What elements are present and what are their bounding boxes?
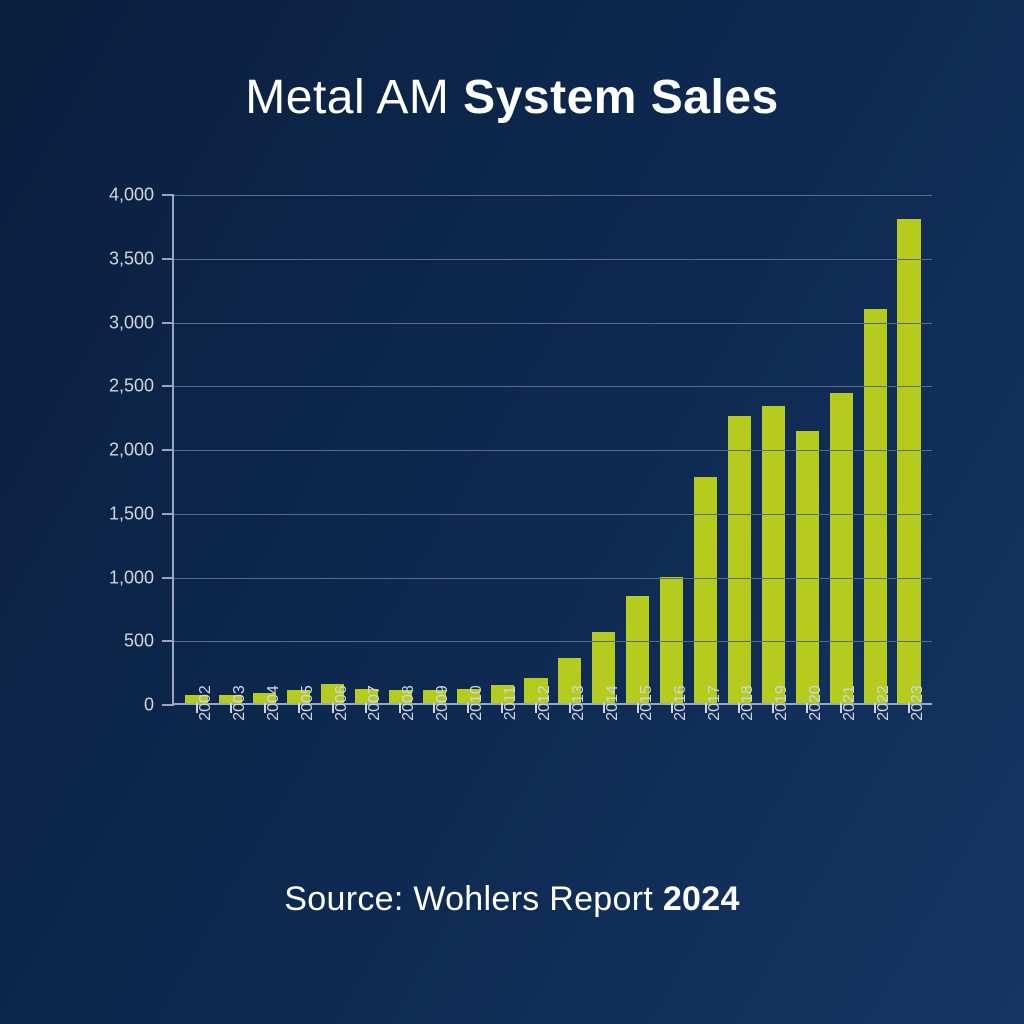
bar (864, 309, 887, 703)
x-axis-label: 2020 (807, 685, 825, 721)
bar-slot: 2009 (417, 195, 451, 703)
y-axis-label: 4,000 (72, 185, 154, 206)
x-axis-label: 2005 (299, 685, 317, 721)
y-tick (162, 513, 174, 515)
x-axis-label: 2018 (739, 685, 757, 721)
bar-slot: 2002 (180, 195, 214, 703)
x-axis-label: 2017 (706, 685, 724, 721)
bars-container: 2002200320042005200620072008200920102011… (174, 195, 932, 703)
bar-slot: 2006 (316, 195, 350, 703)
bar (897, 219, 920, 704)
x-axis-label: 2009 (434, 685, 452, 721)
gridline (174, 323, 932, 324)
bar (796, 431, 819, 703)
source-line: Source: Wohlers Report 2024 (284, 880, 739, 919)
x-axis-label: 2022 (875, 685, 893, 721)
source-light: Source: Wohlers Report (284, 880, 663, 918)
chart-title: Metal AM System Sales (245, 70, 778, 125)
bar-slot: 2013 (553, 195, 587, 703)
y-axis-label: 2,000 (72, 440, 154, 461)
bar-slot: 2018 (723, 195, 757, 703)
x-axis-label: 2007 (366, 685, 384, 721)
bar-slot: 2023 (892, 195, 926, 703)
x-axis-label: 2023 (909, 685, 927, 721)
bar-slot: 2008 (383, 195, 417, 703)
title-bold: System Sales (463, 71, 779, 124)
bar-slot: 2010 (451, 195, 485, 703)
x-axis-label: 2012 (536, 685, 554, 721)
x-axis-label: 2002 (197, 685, 215, 721)
bar-slot: 2021 (824, 195, 858, 703)
y-tick (162, 258, 174, 260)
y-tick (162, 194, 174, 196)
plot-area: 2002200320042005200620072008200920102011… (172, 195, 932, 705)
chart: 2002200320042005200620072008200920102011… (72, 185, 952, 785)
y-axis-label: 0 (72, 695, 154, 716)
bar-slot: 2004 (248, 195, 282, 703)
title-light: Metal AM (245, 71, 463, 124)
bar-slot: 2007 (350, 195, 384, 703)
bar-slot: 2005 (282, 195, 316, 703)
bar-slot: 2015 (621, 195, 655, 703)
x-axis-label: 2006 (333, 685, 351, 721)
x-axis-label: 2008 (400, 685, 418, 721)
bar-slot: 2012 (519, 195, 553, 703)
y-axis-label: 1,000 (72, 567, 154, 588)
bar-slot: 2014 (587, 195, 621, 703)
y-tick (162, 640, 174, 642)
gridline (174, 641, 932, 642)
y-tick (162, 704, 174, 706)
bar (728, 416, 751, 703)
bar-slot: 2016 (655, 195, 689, 703)
y-tick (162, 449, 174, 451)
x-axis-label: 2021 (841, 685, 859, 721)
gridline (174, 450, 932, 451)
gridline (174, 386, 932, 387)
bar-slot: 2011 (485, 195, 519, 703)
x-axis-label: 2015 (638, 685, 656, 721)
y-axis-label: 500 (72, 631, 154, 652)
gridline (174, 195, 932, 196)
gridline (174, 578, 932, 579)
bar-slot: 2022 (858, 195, 892, 703)
y-axis-label: 2,500 (72, 376, 154, 397)
bar (694, 477, 717, 703)
x-axis-label: 2003 (231, 685, 249, 721)
gridline (174, 259, 932, 260)
y-axis-label: 3,000 (72, 312, 154, 333)
x-axis-label: 2014 (604, 685, 622, 721)
x-axis-label: 2016 (672, 685, 690, 721)
bar-slot: 2003 (214, 195, 248, 703)
x-axis-label: 2019 (773, 685, 791, 721)
source-bold: 2024 (663, 880, 740, 918)
x-axis-label: 2013 (570, 685, 588, 721)
bar-slot: 2019 (756, 195, 790, 703)
y-tick (162, 385, 174, 387)
y-axis-label: 3,500 (72, 248, 154, 269)
y-axis-label: 1,500 (72, 503, 154, 524)
x-axis-label: 2004 (265, 685, 283, 721)
x-axis-label: 2011 (502, 686, 520, 720)
bar-slot: 2017 (689, 195, 723, 703)
y-tick (162, 577, 174, 579)
bar-slot: 2020 (790, 195, 824, 703)
x-axis-label: 2010 (468, 685, 486, 721)
bar (830, 393, 853, 703)
y-tick (162, 322, 174, 324)
gridline (174, 514, 932, 515)
